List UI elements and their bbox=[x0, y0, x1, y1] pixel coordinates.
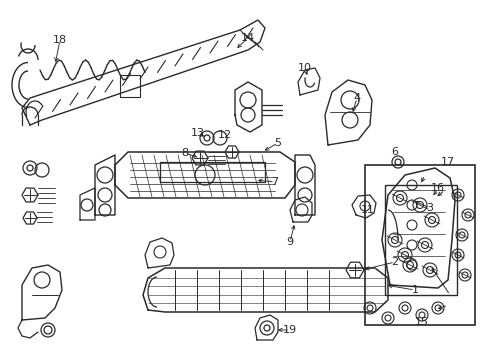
Text: 3: 3 bbox=[426, 203, 433, 213]
Text: 5: 5 bbox=[274, 138, 281, 148]
Text: 4: 4 bbox=[353, 93, 360, 103]
Text: 18: 18 bbox=[53, 35, 67, 45]
Bar bbox=[120, 75, 140, 97]
Text: 19: 19 bbox=[283, 325, 296, 335]
Text: 2: 2 bbox=[390, 257, 398, 267]
Text: 11: 11 bbox=[360, 205, 374, 215]
Text: 12: 12 bbox=[218, 130, 232, 140]
Text: 17: 17 bbox=[440, 157, 454, 167]
Text: 14: 14 bbox=[241, 33, 255, 43]
Text: 7: 7 bbox=[271, 177, 278, 187]
Text: 13: 13 bbox=[191, 128, 204, 138]
Bar bbox=[384, 185, 456, 295]
Text: 10: 10 bbox=[297, 63, 311, 73]
Text: 8: 8 bbox=[181, 148, 188, 158]
Text: 16: 16 bbox=[430, 183, 444, 193]
Text: 6: 6 bbox=[391, 147, 398, 157]
Text: 1: 1 bbox=[411, 285, 418, 295]
Text: 9: 9 bbox=[286, 237, 293, 247]
Bar bbox=[364, 165, 474, 325]
Text: 15: 15 bbox=[414, 317, 428, 327]
